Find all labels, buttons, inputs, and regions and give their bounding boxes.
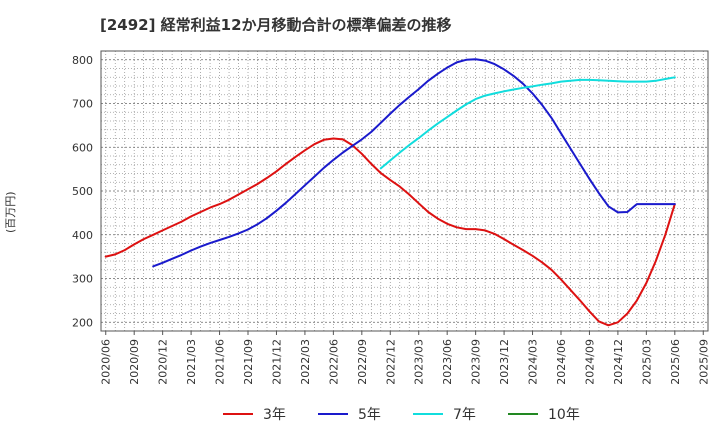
legend-label: 10年 xyxy=(548,407,580,423)
x-tick-label: 2022/12 xyxy=(384,339,397,385)
y-tick-label: 300 xyxy=(72,273,93,286)
legend-label: 7年 xyxy=(453,407,476,423)
legend-item: 3年 xyxy=(223,402,286,426)
x-tick-label: 2024/09 xyxy=(583,339,596,385)
legend-swatch xyxy=(318,413,348,415)
x-tick-label: 2021/12 xyxy=(270,339,283,385)
chart-title: [2492] 経常利益12か月移動合計の標準偏差の推移 xyxy=(100,16,452,34)
x-tick-label: 2025/09 xyxy=(697,339,710,385)
x-tick-label: 2020/12 xyxy=(157,339,170,385)
x-tick-label: 2023/03 xyxy=(413,339,426,385)
x-tick-label: 2024/12 xyxy=(612,339,625,385)
x-tick-label: 2022/06 xyxy=(327,339,340,385)
legend-swatch xyxy=(413,413,443,415)
x-tick-label: 2023/09 xyxy=(470,339,483,385)
x-tick-label: 2021/09 xyxy=(242,339,255,385)
line-chart: 200 300 400 500 600 700 800 2020/06 2020/09 2020/… xyxy=(72,50,710,385)
x-tick-label: 2021/03 xyxy=(185,339,198,385)
y-tick-label: 200 xyxy=(72,316,93,329)
legend-item: 5年 xyxy=(318,402,381,426)
x-tick-label: 2025/03 xyxy=(640,339,653,385)
x-tick-label: 2024/03 xyxy=(527,339,540,385)
x-tick-label: 2023/12 xyxy=(498,339,511,385)
series-line-1 xyxy=(104,137,676,327)
y-tick-label: 500 xyxy=(72,185,93,198)
y-tick-label: 400 xyxy=(72,229,93,242)
y-tick-label: 600 xyxy=(72,141,93,154)
x-tick-label: 2022/09 xyxy=(356,339,369,385)
x-tick-label: 2024/06 xyxy=(555,339,568,385)
x-tick-label: 2021/06 xyxy=(214,339,227,385)
x-tick-label: 2023/06 xyxy=(441,339,454,385)
x-tick-label: 2025/06 xyxy=(669,339,682,385)
legend-item: 7年 xyxy=(413,402,476,426)
y-tick-label: 700 xyxy=(72,98,93,111)
chart-legend: 3年 5年 7年 10年 xyxy=(0,402,720,426)
legend-label: 5年 xyxy=(358,407,381,423)
x-tick-label: 2022/03 xyxy=(299,339,312,385)
legend-item: 10年 xyxy=(508,402,580,426)
plot-border xyxy=(100,50,709,332)
legend-label: 3年 xyxy=(263,407,286,423)
legend-swatch xyxy=(223,413,253,415)
series-line-3 xyxy=(379,76,676,170)
legend-swatch xyxy=(508,413,538,415)
x-tick-label: 2020/09 xyxy=(128,339,141,385)
x-tick-label: 2020/06 xyxy=(100,339,113,385)
y-tick-label: 800 xyxy=(72,54,93,67)
series-line-2 xyxy=(152,58,676,268)
